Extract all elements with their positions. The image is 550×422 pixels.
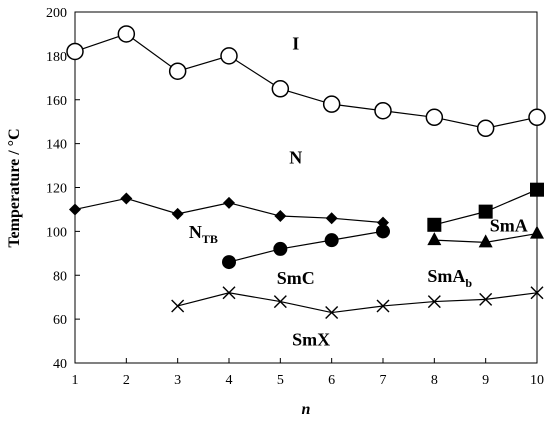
data-point-cross [273, 295, 287, 309]
x-tick-label: 3 [174, 373, 181, 388]
y-tick-label: 100 [46, 225, 67, 240]
data-point-filled-square [478, 204, 493, 219]
x-tick-label: 8 [431, 373, 438, 388]
data-point-cross [222, 286, 236, 300]
data-point-filled-square [530, 182, 544, 197]
y-tick-label: 120 [46, 182, 67, 197]
phase-label: SmAb [427, 266, 472, 290]
series-open-circle [66, 25, 546, 138]
data-point-filled-triangle [530, 225, 544, 239]
data-point-filled-diamond [325, 212, 338, 225]
series-line [177, 292, 538, 314]
x-axis-ticks: 1 2 3 4 5 6 7 8 9 10 [72, 358, 544, 388]
data-point-open-circle [168, 62, 187, 80]
y-tick-label: 140 [46, 138, 67, 153]
data-point-open-circle [528, 108, 546, 127]
data-point-open-circle [425, 108, 444, 127]
y-tick-label: 180 [46, 50, 67, 65]
data-point-open-circle [117, 25, 136, 43]
data-point-cross [427, 295, 441, 309]
data-point-filled-circle [222, 255, 236, 270]
phase-label: SmA [490, 215, 528, 235]
data-point-filled-diamond [120, 192, 133, 205]
phase-label: NTB [189, 222, 218, 246]
series-cross [171, 286, 544, 320]
data-point-cross [376, 299, 390, 313]
data-point-open-circle [476, 119, 495, 138]
region-labels: I N NTB SmC SmA SmAb SmX [189, 33, 528, 349]
data-point-cross [530, 286, 544, 300]
data-point-open-circle [66, 42, 84, 61]
phase-label: SmX [292, 329, 330, 349]
x-tick-label: 10 [530, 373, 544, 388]
series-line [228, 230, 384, 263]
data-point-filled-circle [324, 233, 339, 248]
data-point-open-circle [322, 95, 341, 113]
y-tick-label: 200 [46, 6, 67, 21]
x-tick-label: 1 [72, 373, 79, 388]
phase-label: SmC [277, 268, 315, 288]
phase-label: I [292, 33, 299, 53]
series-line [74, 33, 538, 129]
x-tick-label: 7 [380, 373, 387, 388]
data-point-filled-diamond [223, 196, 235, 209]
data-point-filled-diamond [69, 203, 81, 216]
phase-label: N [289, 147, 302, 167]
data-point-filled-diamond [274, 210, 287, 223]
plot-frame [74, 11, 538, 364]
x-tick-label: 9 [482, 373, 489, 388]
data-point-open-circle [374, 101, 392, 120]
y-tick-label: 80 [53, 269, 67, 284]
data-point-cross [479, 292, 493, 306]
data-point-filled-circle [376, 224, 390, 239]
data-point-filled-triangle [478, 234, 493, 248]
x-tick-label: 5 [277, 373, 284, 388]
data-point-open-circle [271, 80, 290, 98]
data-point-filled-circle [273, 241, 288, 256]
series-layer [66, 25, 546, 320]
y-tick-label: 160 [46, 94, 67, 109]
data-point-cross [171, 299, 185, 313]
data-point-filled-diamond [171, 207, 184, 220]
y-axis-title: Temperature / °C [6, 128, 23, 247]
y-tick-label: 60 [53, 313, 67, 328]
data-point-filled-square [427, 217, 442, 232]
x-tick-label: 4 [226, 373, 233, 388]
series-filled-triangle [427, 225, 544, 248]
x-axis-title: n [302, 401, 311, 418]
y-tick-label: 40 [53, 357, 67, 372]
series-filled-square [427, 182, 544, 232]
series-filled-diamond [69, 192, 389, 229]
data-point-cross [325, 306, 339, 320]
data-point-filled-triangle [427, 232, 442, 246]
y-axis-ticks: 40 60 80 100 120 140 160 180 200 [46, 6, 80, 372]
series-filled-circle [222, 224, 390, 270]
x-tick-label: 6 [328, 373, 335, 388]
data-point-open-circle [220, 47, 238, 65]
x-tick-label: 2 [123, 373, 130, 388]
